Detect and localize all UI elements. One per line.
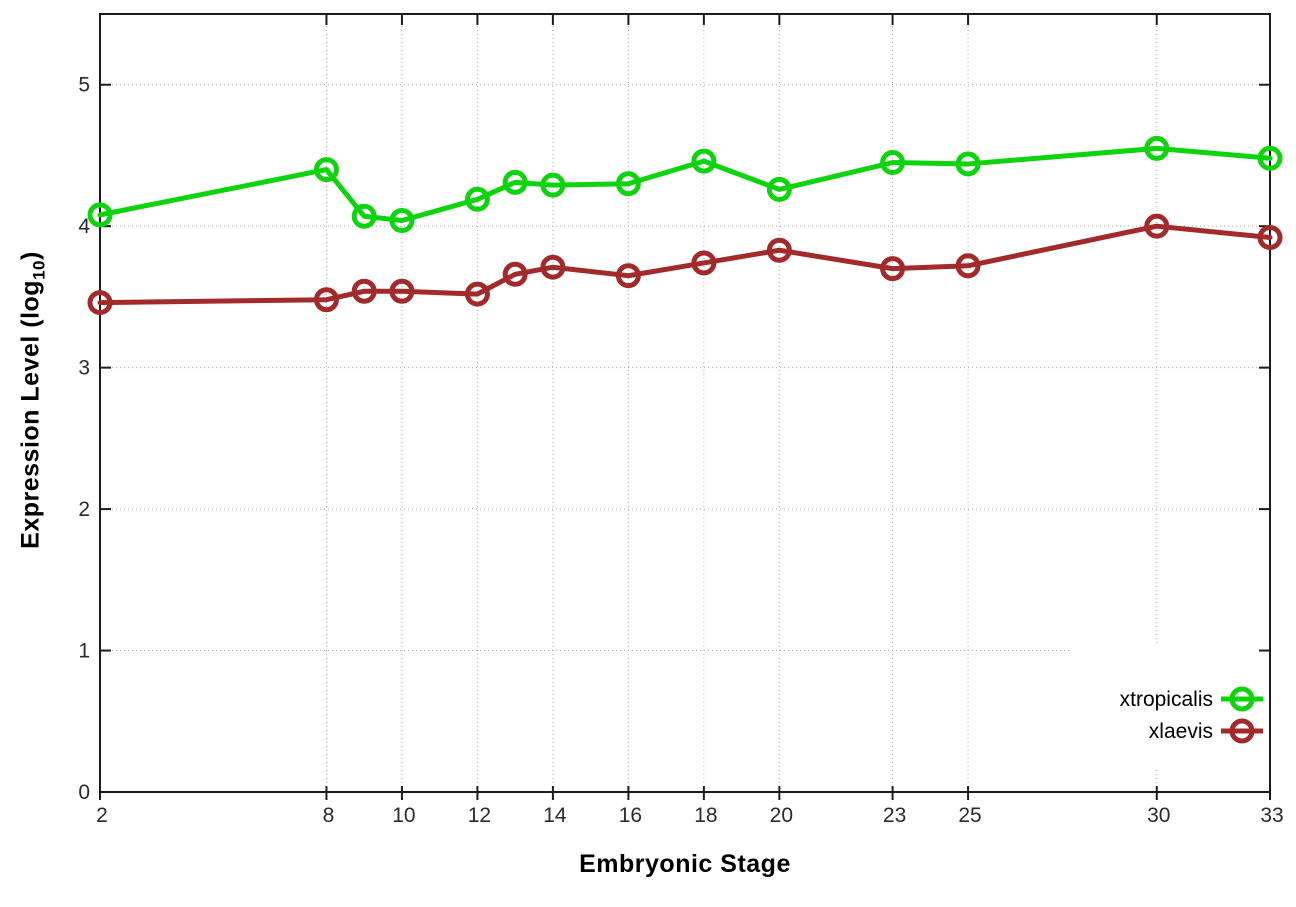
- x-tick-label: 33: [1260, 804, 1283, 827]
- data-point-xlaevis: [615, 263, 641, 289]
- data-point-xlaevis: [766, 237, 792, 263]
- data-point-xlaevis: [464, 281, 490, 307]
- y-tick-label: 2: [78, 498, 90, 521]
- y-tick-label: 5: [78, 74, 90, 97]
- y-tick-label: 0: [78, 781, 90, 804]
- legend-marker-xtropicalis: [1229, 686, 1255, 712]
- x-tick-label: 10: [392, 804, 415, 827]
- x-tick-label: 2: [96, 804, 108, 827]
- data-point-xtropicalis: [880, 150, 906, 176]
- data-point-xlaevis: [955, 253, 981, 279]
- y-tick-label: 4: [78, 215, 90, 238]
- data-point-xtropicalis: [351, 203, 377, 229]
- data-point-xtropicalis: [1144, 135, 1170, 161]
- gridlines: [100, 14, 1270, 792]
- data-point-xtropicalis: [464, 186, 490, 212]
- x-axis-title: Embryonic Stage: [579, 850, 791, 878]
- x-tick-label: 12: [468, 804, 491, 827]
- data-point-xtropicalis: [955, 151, 981, 177]
- x-tick-label: 25: [958, 804, 981, 827]
- data-point-xlaevis: [313, 287, 339, 313]
- x-tick-label: 16: [619, 804, 642, 827]
- data-point-xtropicalis: [691, 148, 717, 174]
- data-point-xtropicalis: [87, 202, 113, 228]
- data-point-xlaevis: [389, 278, 415, 304]
- data-point-xlaevis: [87, 290, 113, 316]
- x-tick-label: 23: [883, 804, 906, 827]
- data-point-xlaevis: [1257, 224, 1283, 250]
- y-axis-title-close: ): [16, 251, 45, 260]
- y-axis-title: Expression Level (log10): [17, 251, 50, 549]
- y-axis-title-text: Expression Level (log: [16, 279, 45, 549]
- legend-label-xtropicalis: xtropicalis: [1120, 688, 1213, 711]
- data-point-xlaevis: [351, 278, 377, 304]
- data-point-xtropicalis: [313, 157, 339, 183]
- data-point-xtropicalis: [389, 208, 415, 234]
- series-xlaevis: [87, 213, 1283, 316]
- data-point-xtropicalis: [540, 172, 566, 198]
- data-point-xlaevis: [1144, 213, 1170, 239]
- data-point-xlaevis: [502, 261, 528, 287]
- y-axis-title-subscript: 10: [29, 259, 49, 280]
- x-tick-label: 8: [323, 804, 335, 827]
- plot-border: [99, 13, 1271, 793]
- tick-marks: [99, 14, 1271, 800]
- data-point-xlaevis: [540, 254, 566, 280]
- data-point-xtropicalis: [502, 169, 528, 195]
- y-tick-label: 1: [78, 640, 90, 663]
- x-tick-label: 14: [543, 804, 567, 827]
- data-point-xtropicalis: [615, 171, 641, 197]
- legend-marker-xlaevis: [1229, 718, 1255, 744]
- data-point-xlaevis: [880, 256, 906, 282]
- data-point-xtropicalis: [766, 176, 792, 202]
- legend: xtropicalis xlaevis: [1120, 686, 1263, 744]
- x-tick-labels: 2 8 10 12 14 16 18 20 23 25 30 33: [96, 804, 1284, 827]
- y-tick-labels: 0 1 2 3 4 5: [78, 74, 90, 804]
- y-tick-label: 3: [78, 357, 90, 380]
- legend-item-xlaevis: xlaevis: [1149, 718, 1263, 744]
- x-tick-label: 18: [694, 804, 717, 827]
- legend-label-xlaevis: xlaevis: [1149, 720, 1213, 743]
- series-xtropicalis: [87, 135, 1283, 234]
- legend-item-xtropicalis: xtropicalis: [1120, 686, 1263, 712]
- x-tick-label: 30: [1147, 804, 1170, 827]
- data-point-xlaevis: [691, 250, 717, 276]
- series-line-xlaevis: [97, 223, 1273, 306]
- x-tick-label: 20: [770, 804, 793, 827]
- series-line-xtropicalis: [97, 145, 1273, 224]
- data-point-xtropicalis: [1257, 145, 1283, 171]
